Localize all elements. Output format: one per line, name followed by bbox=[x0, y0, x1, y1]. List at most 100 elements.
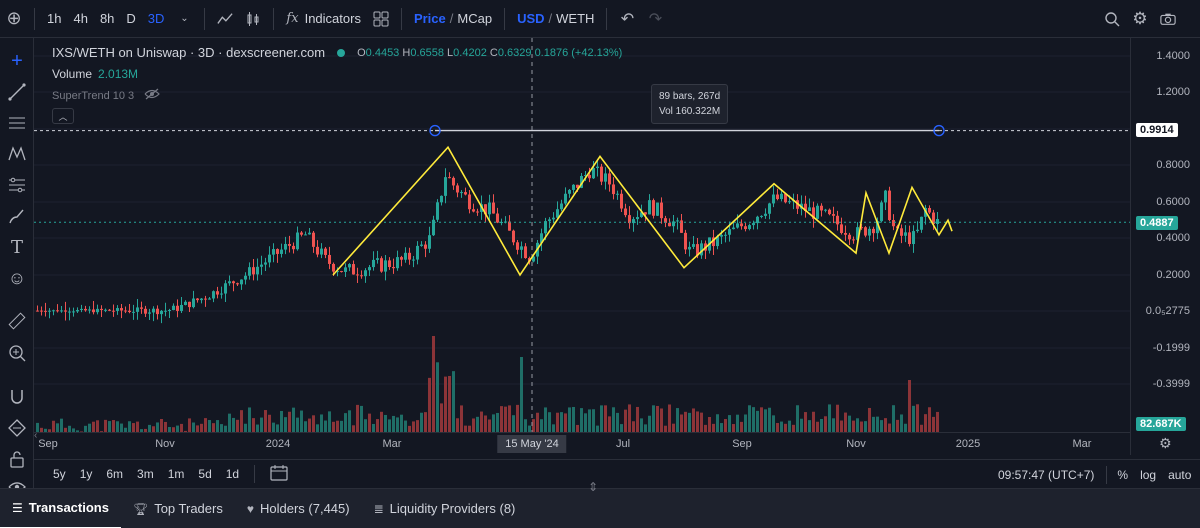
range-5y[interactable]: 5y bbox=[53, 467, 66, 481]
pattern-icon[interactable] bbox=[5, 142, 29, 166]
volume-bar bbox=[888, 423, 891, 432]
candle-body bbox=[184, 301, 187, 305]
horizontal-lines-icon[interactable] bbox=[5, 111, 29, 135]
heart-icon: ♥ bbox=[246, 501, 254, 516]
chart-canvas[interactable] bbox=[34, 38, 1130, 432]
trend-line-icon[interactable] bbox=[5, 80, 29, 104]
magnet-icon[interactable] bbox=[5, 385, 29, 409]
candle-body bbox=[236, 283, 239, 285]
candle-body bbox=[148, 312, 151, 314]
log-toggle[interactable]: log bbox=[1140, 467, 1157, 482]
brush-icon[interactable] bbox=[5, 204, 29, 228]
timeframe-4h[interactable]: 4h bbox=[73, 11, 88, 26]
lock-drawing-icon[interactable] bbox=[5, 416, 29, 440]
line-chart-icon[interactable] bbox=[211, 0, 239, 38]
candle-body bbox=[76, 309, 79, 312]
quick-search-icon[interactable] bbox=[1098, 0, 1126, 38]
candle-body bbox=[892, 220, 895, 227]
tab-top-traders[interactable]: 🏆︎ Top Traders bbox=[121, 489, 235, 528]
candle-body bbox=[736, 223, 739, 228]
tab-transactions[interactable]: ☰ Transactions bbox=[0, 489, 121, 528]
snapshot-camera-icon[interactable] bbox=[1154, 0, 1182, 38]
price-chart[interactable] bbox=[34, 38, 1130, 455]
fib-tools-icon[interactable] bbox=[5, 173, 29, 197]
price-mcap-toggle[interactable]: Price / MCap bbox=[408, 0, 498, 38]
candle-body bbox=[188, 301, 191, 308]
candles-icon[interactable] bbox=[239, 0, 267, 38]
candle-body bbox=[340, 271, 343, 273]
transactions-icon: ☰ bbox=[12, 500, 23, 515]
text-tool-icon[interactable]: T bbox=[10, 236, 23, 258]
volume-bar bbox=[512, 415, 515, 432]
scroll-left-icon[interactable]: ‹ bbox=[34, 430, 38, 441]
ohlc-values: O0.4453 H0.6558 L0.4202 C0.6329 0.1876 (… bbox=[357, 47, 622, 59]
anchor-handle bbox=[429, 124, 441, 137]
price-axis[interactable]: 1.4000 1.2000 0.8000 0.6000 0.4000 0.200… bbox=[1130, 38, 1200, 455]
currency-toggle[interactable]: USD / WETH bbox=[511, 0, 600, 38]
volume-bar bbox=[644, 424, 647, 432]
candle-body bbox=[324, 248, 327, 255]
percent-toggle[interactable]: % bbox=[1117, 467, 1129, 482]
date-range-calendar-icon[interactable] bbox=[263, 464, 295, 484]
legend-collapse-button[interactable]: ︿ bbox=[52, 108, 74, 124]
range-5d[interactable]: 5d bbox=[198, 467, 212, 481]
add-symbol-icon[interactable]: ⊕ bbox=[6, 8, 22, 28]
symbol-title[interactable]: IXS/WETH on Uniswap · 3D · dexscreener.c… bbox=[52, 45, 326, 60]
ruler-icon[interactable] bbox=[5, 309, 29, 333]
lock-icon[interactable] bbox=[5, 447, 29, 471]
chevron-down-icon[interactable]: ⌄ bbox=[180, 13, 189, 24]
volume-bar bbox=[284, 417, 287, 432]
volume-bar bbox=[756, 410, 759, 432]
hidden-eye-icon[interactable] bbox=[144, 88, 161, 103]
indicators-button[interactable]: fx Indicators bbox=[280, 0, 367, 38]
candle-body bbox=[596, 166, 599, 169]
range-6m[interactable]: 6m bbox=[106, 467, 124, 481]
candle-body bbox=[288, 243, 291, 246]
settings-gear-icon[interactable]: ⚙ bbox=[1132, 9, 1148, 28]
volume-bar bbox=[620, 424, 623, 432]
zoom-in-icon[interactable] bbox=[5, 341, 29, 365]
mcap-option[interactable]: MCap bbox=[457, 11, 493, 26]
timeframe-3d[interactable]: 3D bbox=[147, 11, 165, 26]
candle-body bbox=[436, 202, 439, 220]
toolbar-right: ⚙ bbox=[1098, 0, 1182, 38]
volume-label[interactable]: Volume bbox=[52, 67, 93, 81]
volume-bar bbox=[792, 424, 795, 432]
timeframe-8h[interactable]: 8h bbox=[99, 11, 115, 26]
weth-option[interactable]: WETH bbox=[556, 11, 595, 26]
crosshair-icon[interactable]: + bbox=[11, 49, 23, 72]
axis-settings-gear-icon[interactable]: ⚙ bbox=[1159, 435, 1172, 451]
volume-bar bbox=[196, 425, 199, 432]
volume-bar bbox=[320, 414, 323, 432]
resize-handle-icon[interactable]: ⇕ bbox=[588, 480, 599, 494]
timeframe-1d[interactable]: D bbox=[126, 11, 136, 26]
tab-liquidity-providers[interactable]: ≣ Liquidity Providers (8) bbox=[362, 489, 528, 528]
volume-bar bbox=[908, 380, 911, 432]
volume-bar bbox=[464, 425, 467, 432]
layouts-icon[interactable] bbox=[367, 0, 395, 38]
emoji-icon[interactable]: ☺ bbox=[7, 267, 27, 288]
time-axis[interactable]: Sep Nov 2024 Mar Jul Sep Nov 2025 Mar 15… bbox=[34, 432, 1130, 455]
range-3m[interactable]: 3m bbox=[137, 467, 154, 481]
redo-icon[interactable]: ↷ bbox=[648, 10, 663, 28]
candle-body bbox=[852, 239, 855, 241]
auto-toggle[interactable]: auto bbox=[1168, 467, 1192, 482]
timeframe-1h[interactable]: 1h bbox=[47, 11, 62, 26]
volume-bar bbox=[60, 418, 63, 432]
range-1d[interactable]: 1d bbox=[225, 467, 240, 481]
candle-body bbox=[752, 223, 755, 226]
undo-icon[interactable]: ↶ bbox=[620, 10, 635, 28]
volume-bar bbox=[216, 420, 219, 432]
tab-holders[interactable]: ♥ Holders (7,445) bbox=[235, 489, 362, 528]
usd-option[interactable]: USD bbox=[517, 11, 545, 26]
candle-body bbox=[512, 230, 515, 243]
clock[interactable]: 09:57:47 (UTC+7) bbox=[998, 467, 1095, 482]
supertrend-label[interactable]: SuperTrend 10 3 bbox=[52, 89, 135, 102]
price-tick: -0.3999 bbox=[1152, 378, 1190, 390]
volume-bar bbox=[328, 411, 331, 432]
volume-bar bbox=[72, 428, 75, 432]
range-1y[interactable]: 1y bbox=[79, 467, 93, 481]
price-option[interactable]: Price bbox=[413, 11, 446, 26]
range-1m[interactable]: 1m bbox=[167, 467, 185, 481]
candle-body bbox=[424, 244, 427, 249]
